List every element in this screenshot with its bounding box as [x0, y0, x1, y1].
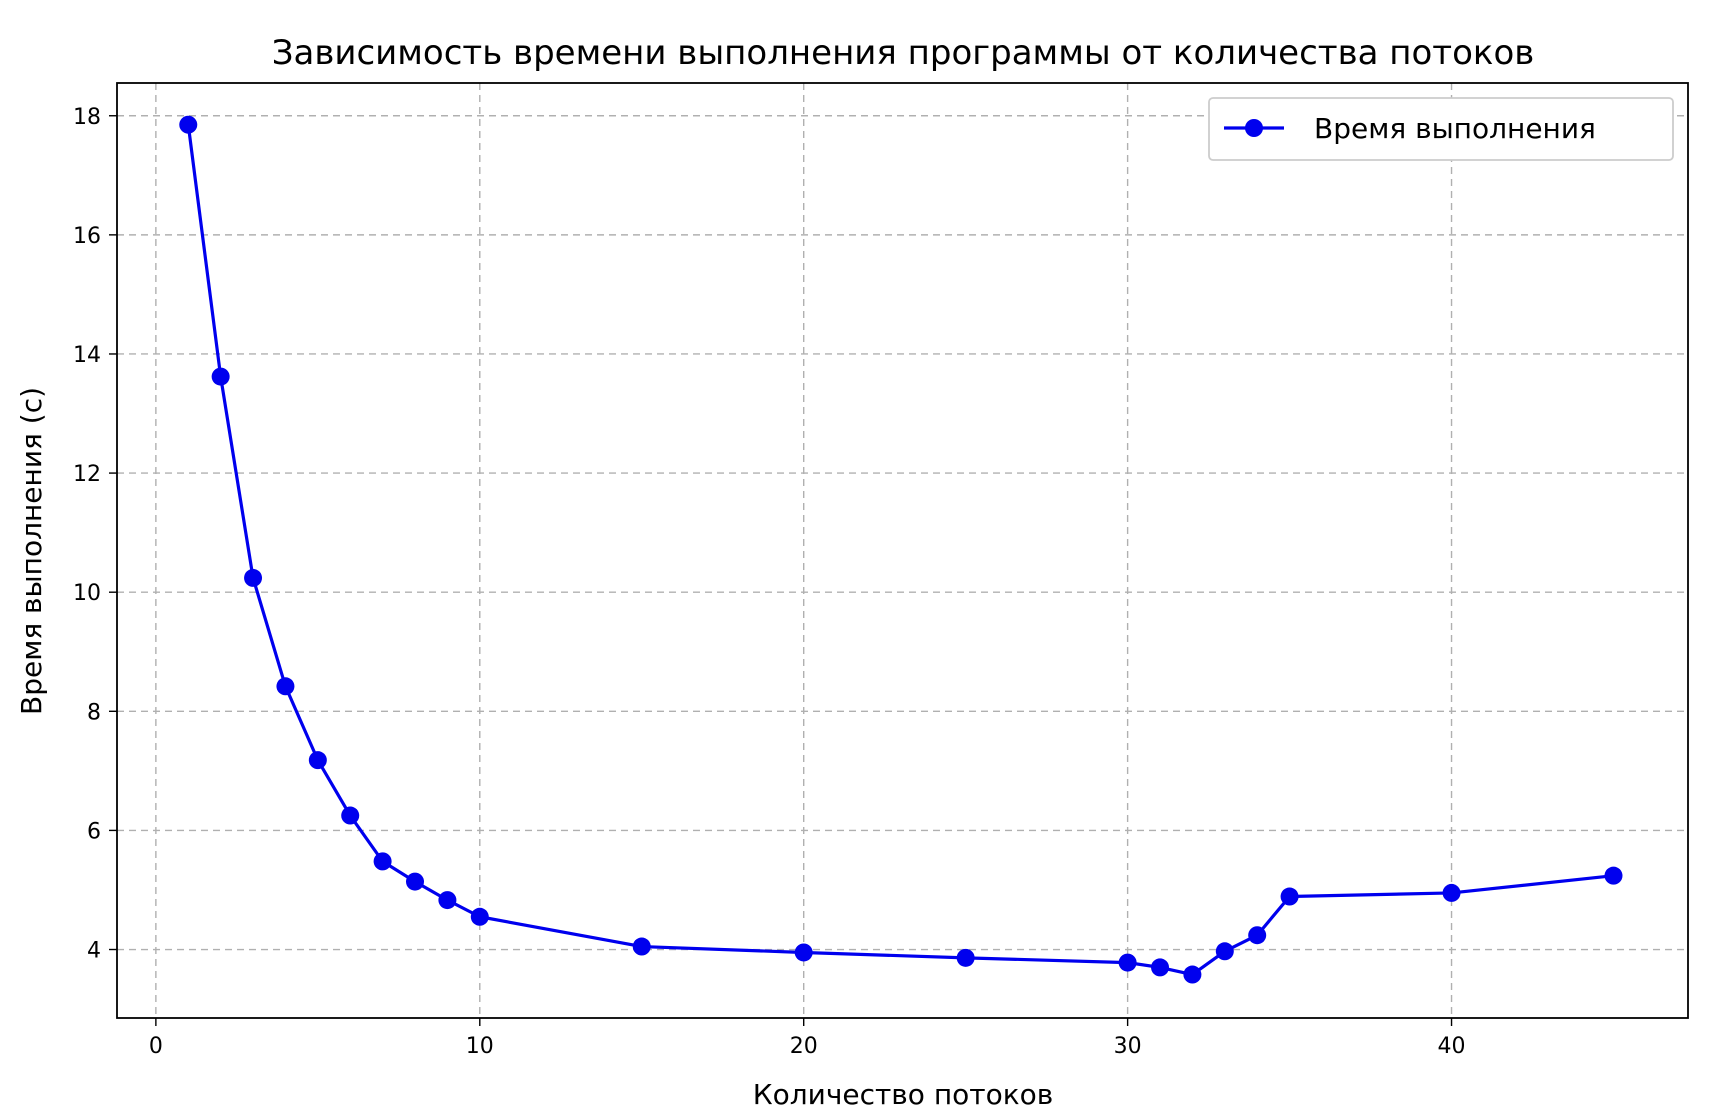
- data-point: [276, 677, 294, 695]
- data-point: [438, 891, 456, 909]
- data-point: [179, 116, 197, 134]
- y-tick-label: 14: [73, 343, 101, 368]
- y-tick-label: 8: [87, 700, 101, 725]
- x-axis-label: Количество потоков: [753, 1078, 1054, 1111]
- data-point: [309, 751, 327, 769]
- y-tick-label: 4: [87, 939, 101, 964]
- y-tick-label: 16: [73, 224, 101, 249]
- data-point: [1248, 926, 1266, 944]
- data-point: [212, 368, 230, 386]
- data-point: [957, 949, 975, 967]
- y-tick-label: 18: [73, 105, 101, 130]
- data-point: [795, 943, 813, 961]
- data-point: [1183, 966, 1201, 984]
- legend-entry-label: Время выполнения: [1314, 112, 1596, 145]
- data-point: [471, 908, 489, 926]
- x-tick-label: 0: [149, 1034, 163, 1059]
- x-tick-label: 10: [466, 1034, 494, 1059]
- x-tick-label: 40: [1438, 1034, 1466, 1059]
- legend-marker-sample: [1245, 119, 1263, 137]
- x-tick-label: 20: [790, 1034, 818, 1059]
- x-tick-label: 30: [1114, 1034, 1142, 1059]
- legend: Время выполнения: [1209, 98, 1673, 160]
- data-point: [341, 807, 359, 825]
- y-axis-label: Время выполнения (с): [15, 387, 48, 715]
- data-point: [1281, 888, 1299, 906]
- data-point: [244, 569, 262, 587]
- y-tick-label: 6: [87, 819, 101, 844]
- data-point: [374, 852, 392, 870]
- chart-title: Зависимость времени выполнения программы…: [272, 33, 1535, 73]
- y-tick-label: 10: [73, 581, 101, 606]
- data-point: [1216, 942, 1234, 960]
- data-point: [1151, 958, 1169, 976]
- data-point: [1119, 954, 1137, 972]
- data-point: [406, 873, 424, 891]
- data-point: [1604, 867, 1622, 885]
- data-point: [1443, 884, 1461, 902]
- data-point: [633, 938, 651, 956]
- y-tick-label: 12: [73, 462, 101, 487]
